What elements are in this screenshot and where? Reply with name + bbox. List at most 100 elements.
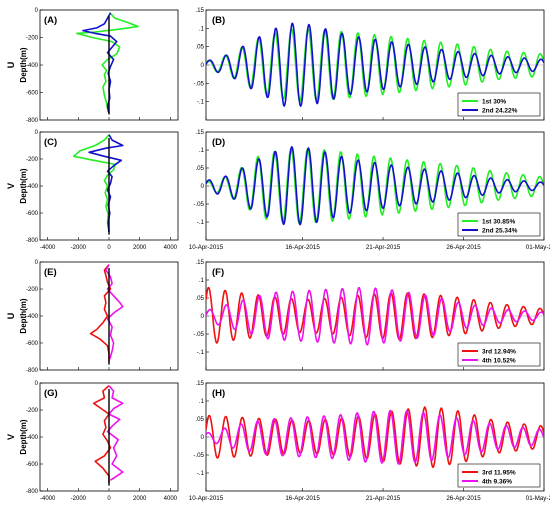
x-tick-label: -2000 [71, 496, 87, 502]
series-line-2 [82, 12, 118, 114]
y-tick-label: -.05 [193, 452, 204, 459]
panel-label: (A) [44, 15, 57, 26]
x-tick-label: 2000 [133, 496, 147, 502]
series-group [206, 286, 544, 346]
legend-label: 2nd 25.34% [482, 228, 518, 235]
legend-box [457, 463, 541, 488]
panel-D: -.1 -.05 0 .05 .1 .15 (D) 10-Apr-2015 16-Apr-201… [189, 129, 550, 251]
x-tick-label: 26-Apr-2015 [446, 495, 481, 502]
y-tick-label: -600 [26, 211, 39, 217]
y-tick-label: -200 [26, 287, 39, 293]
series-line-2 [206, 409, 544, 465]
y-axis-label: Depth(m) [19, 47, 28, 82]
series-line-2 [206, 146, 544, 226]
x-tick-label: 16-Apr-2015 [285, 244, 320, 251]
x-tick-label: 10-Apr-2015 [189, 244, 224, 251]
y-tick-label: 0 [35, 8, 39, 14]
legend-box [457, 92, 541, 117]
series-line-1 [92, 385, 112, 483]
y-tick-label: 0 [35, 130, 39, 136]
panel-label: (G) [44, 388, 58, 399]
y-tick-label: -600 [26, 91, 39, 97]
series-line-2 [206, 286, 544, 346]
y-tick-label: 0 [35, 381, 39, 387]
y-tick-label: -600 [26, 341, 39, 347]
series-group [206, 22, 544, 107]
y-tick-label: .15 [195, 7, 204, 14]
y-tick-label: .15 [195, 380, 204, 387]
series-line-1 [206, 28, 544, 103]
y-tick-label: .05 [195, 165, 204, 172]
x-tick-label: 01-May-2015 [526, 244, 550, 251]
legend-label: 4th 9.36% [482, 479, 512, 486]
y-tick-label: .1 [199, 277, 205, 284]
y-tick-label: -800 [26, 118, 39, 124]
series-line-2 [105, 264, 124, 360]
y-axis-label: Depth(m) [19, 298, 28, 333]
x-tick-label: 26-Apr-2015 [446, 244, 481, 251]
y-tick-label: 0 [201, 434, 205, 441]
y-tick-label: -200 [26, 36, 39, 42]
y-tick-label: -200 [26, 408, 39, 414]
row-label: V [6, 434, 16, 440]
series-group [206, 146, 544, 226]
y-tick-label: -.05 [193, 201, 204, 208]
row-label: V [6, 183, 16, 189]
panel-C: -800-600-400-2000(C)-4000 -2000 0 2000 4000V… [6, 130, 179, 251]
y-tick-label: -600 [26, 462, 39, 468]
panel-H: -.1 -.05 0 .05 .1 .15 (H) 10-Apr-2015 16-Apr-201… [189, 380, 550, 502]
panel-label: (D) [212, 137, 225, 148]
legend-label: 3rd 11.95% [482, 470, 516, 477]
y-tick-label: -400 [26, 63, 39, 69]
series-group [76, 12, 139, 114]
y-tick-label: -.1 [197, 349, 205, 356]
y-tick-label: -.1 [197, 470, 205, 477]
row-label: U [6, 313, 16, 320]
panel-G: -800-600-400-2000(G)-4000 -2000 0 2000 4000V… [6, 381, 179, 502]
y-tick-label: .05 [195, 295, 204, 302]
legend: 1st 30.85% 2nd 25.34% [457, 212, 541, 237]
y-tick-label: -200 [26, 157, 39, 163]
y-tick-label: .1 [199, 25, 205, 32]
y-tick-label: -400 [26, 184, 39, 190]
panel-B: -.1 -.05 0 .05 .1 .15 (B) 1st 30% 2nd 24.22% [193, 7, 545, 121]
y-tick-label: -400 [26, 435, 39, 441]
panel-A: -800 -600 -400 -200 0 (A) U Depth(m) [6, 8, 179, 124]
y-tick-label: .05 [195, 416, 204, 423]
x-tick-label: 10-Apr-2015 [189, 495, 224, 502]
y-axis-label: Depth(m) [19, 419, 28, 454]
panel-label: (C) [44, 137, 57, 148]
x-tick-label: -2000 [71, 245, 87, 251]
series-line-1 [206, 148, 544, 225]
x-tick-label: 0 [107, 496, 111, 502]
y-tick-label: 0 [201, 183, 205, 190]
y-tick-label: -800 [26, 368, 39, 374]
y-tick-label: -.1 [197, 219, 205, 226]
legend: 3rd 12.94% 4th 10.52% [457, 342, 541, 367]
series-group [89, 264, 124, 362]
row-label: U [6, 62, 16, 69]
y-tick-label: 0 [35, 260, 39, 266]
series-line-2 [206, 22, 544, 107]
legend-label: 1st 30.85% [482, 219, 515, 226]
panel-label: (E) [44, 267, 57, 278]
y-tick-label: .1 [199, 147, 205, 154]
x-tick-label: 16-Apr-2015 [285, 495, 320, 502]
x-tick-label: 01-May-2015 [526, 495, 550, 502]
legend: 1st 30% 2nd 24.22% [457, 92, 541, 117]
legend-label: 3rd 12.94% [482, 349, 516, 356]
series-group [206, 406, 544, 469]
panel-label: (H) [212, 388, 225, 399]
series-line-1 [89, 264, 112, 362]
panel-E: -800 -600 -400 -200 0 (E) U Depth(m) [6, 260, 179, 374]
series-line-1 [206, 286, 544, 344]
y-tick-label: .15 [195, 259, 204, 266]
y-tick-label: -800 [26, 489, 39, 495]
y-tick-label: -400 [26, 314, 39, 320]
x-tick-label: 0 [107, 245, 111, 251]
legend-label: 1st 30% [482, 99, 506, 106]
series-line-1 [72, 134, 116, 233]
y-tick-label: .1 [199, 398, 205, 405]
y-tick-label: 0 [201, 313, 205, 320]
